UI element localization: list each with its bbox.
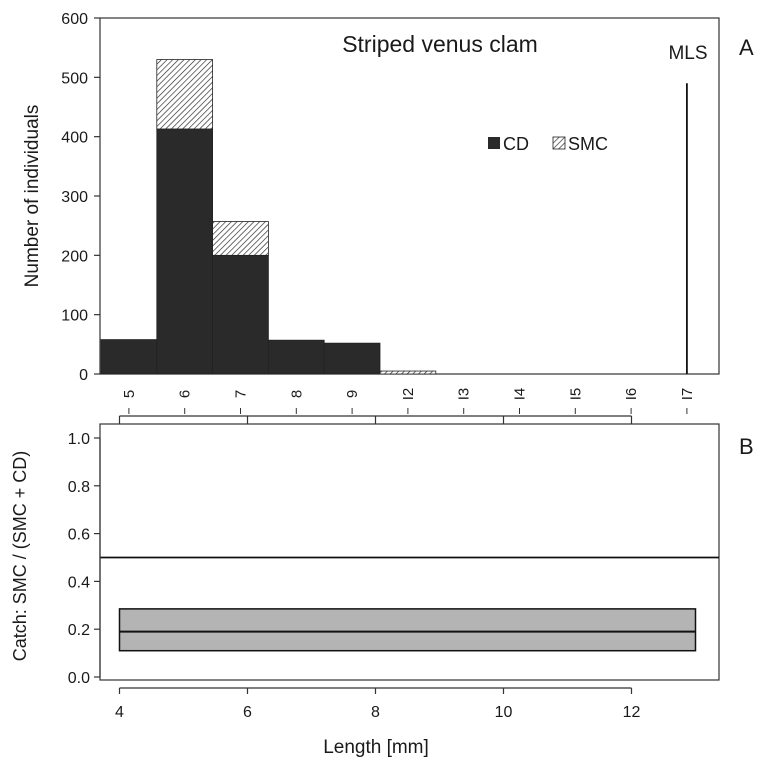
x-tick-label: I4: [512, 388, 529, 401]
x-tick-label: 8: [288, 390, 305, 398]
x-tick-label: 7: [233, 390, 250, 398]
x-tick-label: 4: [115, 704, 124, 721]
x-tick-label: 10: [495, 704, 513, 721]
bar-cd-5: [100, 339, 158, 375]
x-tick-label: 6: [243, 704, 252, 721]
x-tick-label: I5: [567, 388, 584, 401]
bar-cd-6: [156, 128, 214, 375]
histogram-title: Striped venus clam: [342, 31, 538, 57]
histogram-y-ticks: 0 100 200 300 400 500 600: [61, 11, 100, 384]
histogram-y-axis-label: Number of individuals: [22, 105, 43, 288]
legend: CD SMC: [488, 134, 608, 154]
x-tick-label: I3: [456, 388, 473, 401]
y-tick-label: 0: [79, 367, 88, 384]
x-tick-label: I6: [623, 388, 640, 401]
bar-cd-9: [323, 342, 381, 375]
x-tick-label: 8: [371, 704, 380, 721]
catch-x-ticks: 4 6 8 10 12: [115, 687, 641, 721]
bar-smc-7: [212, 221, 269, 256]
x-tick-label: 9: [344, 390, 361, 398]
mls-marker: MLS: [668, 43, 708, 374]
legend-swatch-smc: [552, 136, 566, 150]
y-tick-label: 0.4: [68, 574, 90, 591]
mls-label: MLS: [668, 43, 707, 64]
confidence-band-group: [118, 608, 697, 652]
catch-y-ticks: 0.0 0.2 0.4 0.6 0.8 1.0: [68, 431, 101, 687]
x-tick-label: I7: [679, 388, 696, 401]
legend-swatch-cd: [488, 137, 500, 149]
histogram-x-ticks: 5 6 7 8 9 I2 I3 I4 I5 I6 I7: [121, 388, 696, 414]
bar-cd-8: [267, 339, 325, 375]
panel-label-a: A: [739, 35, 754, 60]
panel-label-b: B: [739, 434, 754, 459]
catch-top-ticks: [118, 415, 633, 424]
legend-label-smc: SMC: [568, 134, 608, 154]
y-tick-label: 1.0: [68, 431, 90, 448]
bar-smc-i2: [379, 370, 437, 375]
catch-y-axis-label: Catch: SMC / (SMC + CD): [10, 451, 30, 662]
bar-cd-7: [212, 254, 269, 375]
y-tick-label: 0.2: [68, 622, 90, 639]
legend-label-cd: CD: [503, 134, 529, 154]
y-tick-label: 0.6: [68, 527, 90, 544]
y-tick-label: 300: [61, 189, 88, 206]
y-tick-label: 200: [61, 248, 88, 265]
histogram-panel: 0 100 200 300 400 500 600 5 6 7 8 9 I2 I3 I4 I5 I6 I7 St…: [22, 11, 754, 414]
y-tick-label: 0.0: [68, 670, 90, 687]
x-tick-label: 5: [121, 390, 138, 398]
catch-ratio-panel: 0.0 0.2 0.4 0.6 0.8 1.0 4 6 8 10 12 Catch: SMC / …: [10, 415, 754, 758]
y-tick-label: 0.8: [68, 479, 90, 496]
y-tick-label: 600: [61, 11, 88, 28]
confidence-band: [118, 608, 697, 652]
y-tick-label: 100: [61, 308, 88, 325]
y-tick-label: 500: [61, 70, 88, 87]
x-axis-label: Length [mm]: [323, 737, 429, 758]
x-tick-label: 12: [623, 704, 641, 721]
x-tick-label: 6: [177, 390, 194, 398]
histogram-bars: [100, 59, 437, 375]
y-tick-label: 400: [61, 130, 88, 147]
x-tick-label: I2: [400, 388, 417, 401]
bar-smc-6: [156, 59, 214, 130]
